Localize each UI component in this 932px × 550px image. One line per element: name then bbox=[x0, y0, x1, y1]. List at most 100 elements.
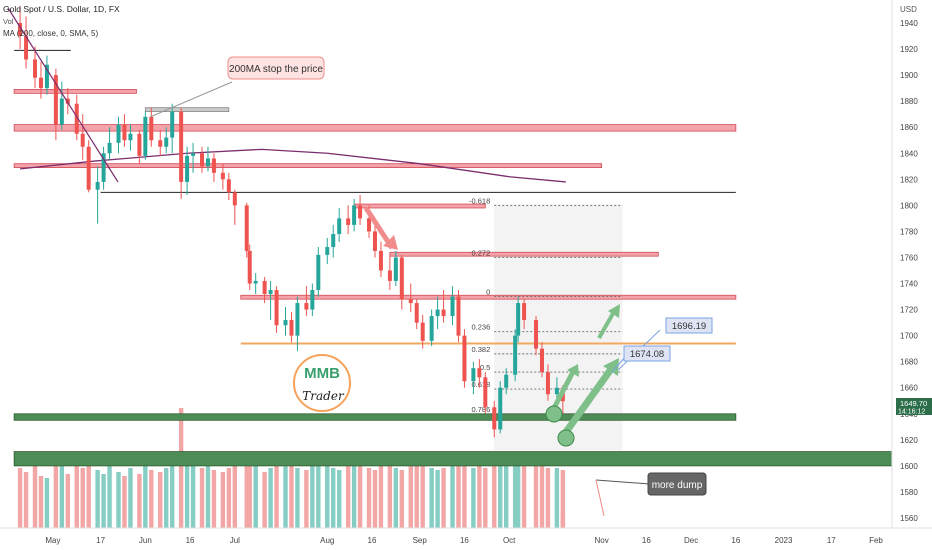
green-arrow-short-head bbox=[567, 364, 579, 377]
candle-body-11 bbox=[95, 181, 100, 190]
currency-label: USD bbox=[900, 5, 917, 14]
candle-body-76 bbox=[545, 372, 550, 395]
candle-body-20 bbox=[158, 140, 163, 147]
candle-body-4 bbox=[44, 64, 49, 89]
volume-bar-29 bbox=[220, 472, 226, 528]
volume-bar-65 bbox=[471, 468, 476, 528]
volume-bar-71 bbox=[512, 460, 518, 528]
zone-red-1 bbox=[13, 163, 603, 168]
candle-body-63 bbox=[456, 296, 461, 336]
dump-callout[interactable]: more dump bbox=[647, 472, 707, 496]
candle-body-42 bbox=[310, 290, 315, 310]
volume-bar-76 bbox=[545, 468, 551, 528]
volume-bar-31 bbox=[232, 462, 238, 528]
y-tick-11: 1780 bbox=[900, 227, 918, 236]
fib-label-7: 0.786 bbox=[471, 405, 490, 414]
volume-bar-45 bbox=[331, 468, 336, 528]
zone-red-5 bbox=[240, 294, 737, 300]
volume-bar-38 bbox=[283, 466, 288, 528]
fib-label-0: -0.618 bbox=[469, 196, 490, 205]
volume-bar-32 bbox=[244, 466, 249, 528]
ma-callout[interactable]: 200MA stop the price bbox=[227, 56, 325, 80]
y-tick-13: 1820 bbox=[900, 175, 918, 184]
y-tick-0: 1560 bbox=[900, 514, 918, 523]
volume-bar-46 bbox=[336, 470, 342, 528]
entry-circle-2[interactable] bbox=[557, 429, 575, 447]
candle-body-24 bbox=[185, 155, 190, 182]
candle-body-8 bbox=[74, 103, 79, 134]
target-1-text: 1696.19 bbox=[672, 321, 706, 332]
y-tick-6: 1680 bbox=[900, 358, 918, 367]
volume-bar-25 bbox=[190, 462, 196, 528]
candle-body-36 bbox=[268, 290, 273, 294]
volume-bar-6 bbox=[59, 466, 65, 528]
candle-body-74 bbox=[534, 320, 539, 349]
candle-body-75 bbox=[539, 348, 544, 373]
callout-pointer bbox=[149, 81, 233, 118]
volume-bar-30 bbox=[226, 468, 232, 528]
volume-bar-10 bbox=[86, 456, 91, 528]
candle-body-70 bbox=[504, 374, 509, 388]
downtrend-line[interactable] bbox=[7, 7, 119, 183]
candle-body-64 bbox=[462, 335, 467, 382]
candles[interactable] bbox=[18, 6, 565, 438]
current-price-badge bbox=[896, 398, 932, 415]
logo-letters: MMB bbox=[304, 365, 340, 382]
entry-circle-1[interactable] bbox=[545, 405, 563, 423]
volume-bar-66 bbox=[477, 460, 482, 528]
dump-pointer bbox=[595, 479, 651, 485]
green-arrow-upper bbox=[597, 309, 617, 339]
candle-body-50 bbox=[367, 218, 372, 232]
volume-bar-60 bbox=[435, 470, 440, 528]
volume-bar-69 bbox=[498, 462, 503, 528]
green-arrow-long-head bbox=[603, 358, 619, 376]
candle-body-16 bbox=[128, 133, 133, 141]
x-tick-12: Dec bbox=[684, 536, 698, 545]
ma-callout-text: 200MA stop the price bbox=[229, 64, 323, 75]
candle-body-15 bbox=[122, 124, 127, 141]
zone-red-2 bbox=[13, 89, 137, 94]
dump-text: more dump bbox=[652, 480, 703, 491]
y-tick-16: 1880 bbox=[900, 97, 918, 106]
volume-bar-23 bbox=[178, 408, 184, 528]
volume-bar-33 bbox=[247, 464, 252, 528]
candle-body-67 bbox=[483, 377, 488, 408]
volume-bar-50 bbox=[366, 468, 372, 528]
candle-body-58 bbox=[420, 322, 425, 341]
y-tick-5: 1660 bbox=[900, 384, 918, 393]
logo-word: Trader bbox=[302, 389, 345, 403]
volume-bar-28 bbox=[211, 470, 217, 528]
candle-body-48 bbox=[352, 205, 357, 225]
candle-body-14 bbox=[116, 124, 121, 143]
candle-body-56 bbox=[408, 299, 413, 304]
y-tick-3: 1620 bbox=[900, 436, 918, 445]
volume-bar-36 bbox=[268, 468, 273, 528]
candle-body-0 bbox=[18, 23, 23, 37]
volume-bar-55 bbox=[399, 470, 405, 528]
candle-body-32 bbox=[244, 205, 249, 251]
green-arrow-upper-head bbox=[608, 304, 620, 318]
volume-bar-39 bbox=[289, 462, 294, 528]
zone-red-6 bbox=[353, 203, 486, 209]
fib-label-6: 0.618 bbox=[471, 380, 490, 389]
volume-bar-5 bbox=[53, 462, 59, 528]
volume-bar-24 bbox=[184, 452, 190, 528]
x-tick-16: Feb bbox=[869, 536, 883, 545]
candle-body-51 bbox=[372, 231, 377, 251]
price-axis[interactable]: USD 156015801600162016401660168017001720… bbox=[891, 0, 932, 528]
candle-body-45 bbox=[331, 234, 336, 248]
candle-body-59 bbox=[429, 316, 434, 341]
time-axis[interactable]: May 17 Jun 16 Jul Aug 16 Sep 16 Oct Nov 16 Dec 16 2023… bbox=[0, 527, 932, 545]
volume-bar-74 bbox=[533, 460, 539, 528]
volume-bar-56 bbox=[408, 462, 413, 528]
target-1-callout[interactable]: 1696.19 bbox=[665, 317, 713, 334]
volume-bar-49 bbox=[357, 466, 363, 528]
candle-body-41 bbox=[304, 303, 309, 310]
volume-bar-1 bbox=[23, 472, 29, 528]
target-2-callout[interactable]: 1674.08 bbox=[623, 345, 671, 362]
x-tick-14: 2023 bbox=[775, 536, 793, 545]
x-tick-0: May bbox=[45, 536, 60, 545]
volume-bar-37 bbox=[274, 458, 279, 528]
x-tick-8: 16 bbox=[460, 536, 469, 545]
